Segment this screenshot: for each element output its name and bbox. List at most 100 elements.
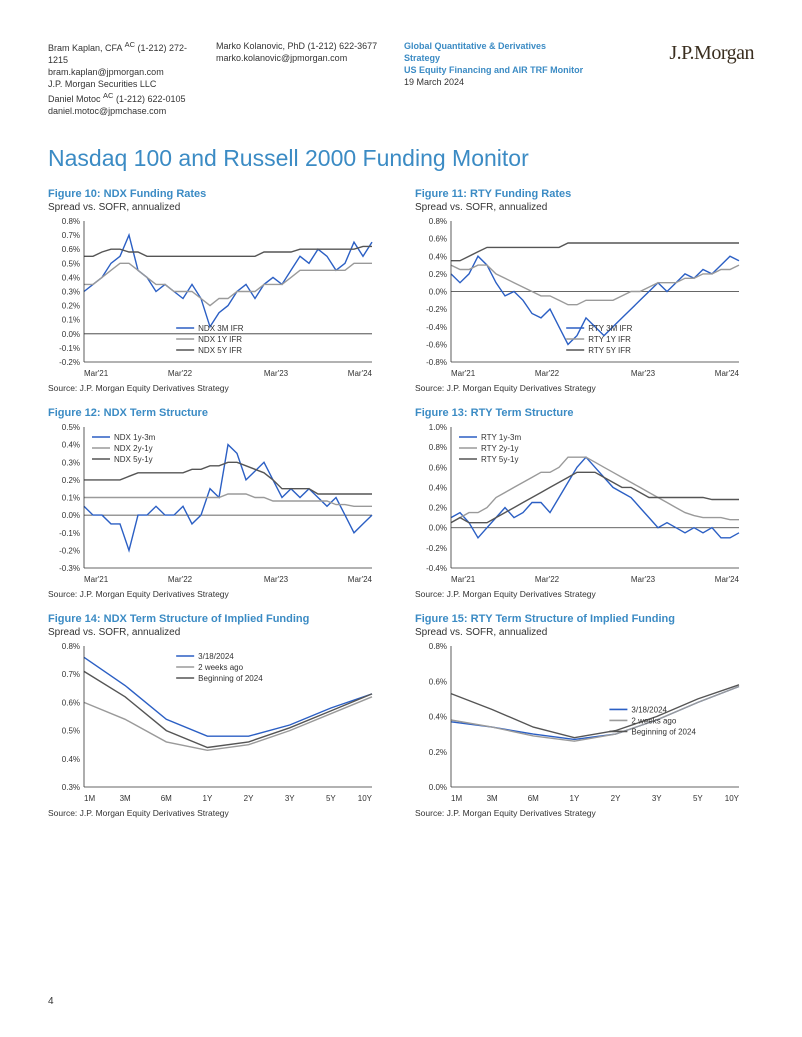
svg-text:0.4%: 0.4% [62,273,80,282]
figure-12: Figure 12: NDX Term Structure -0.3%-0.2%… [48,407,387,607]
jpmorgan-logo: J.P.Morgan [669,40,754,117]
svg-text:0.8%: 0.8% [62,217,80,226]
svg-text:0.1%: 0.1% [62,316,80,325]
svg-text:NDX 5Y IFR: NDX 5Y IFR [198,346,242,355]
svg-text:1M: 1M [451,794,462,803]
svg-text:0.0%: 0.0% [62,511,80,520]
svg-text:0.3%: 0.3% [62,287,80,296]
svg-text:10Y: 10Y [725,794,740,803]
svg-text:0.5%: 0.5% [62,423,80,432]
svg-text:0.2%: 0.2% [62,301,80,310]
svg-text:-0.1%: -0.1% [59,344,80,353]
svg-text:5Y: 5Y [326,794,336,803]
svg-text:RTY 5Y IFR: RTY 5Y IFR [588,346,631,355]
svg-text:Mar'24: Mar'24 [715,369,740,378]
fig-subtitle: Spread vs. SOFR, annualized [415,627,754,638]
svg-text:6M: 6M [528,794,539,803]
svg-text:Mar'23: Mar'23 [264,369,289,378]
fig-source: Source: J.P. Morgan Equity Derivatives S… [415,808,754,818]
svg-text:0.0%: 0.0% [429,287,447,296]
figure-11: Figure 11: RTY Funding Rates Spread vs. … [415,188,754,401]
svg-text:5Y: 5Y [693,794,703,803]
author-sup: AC [103,91,113,100]
svg-text:0.3%: 0.3% [62,783,80,792]
svg-text:0.2%: 0.2% [62,476,80,485]
svg-text:Beginning of 2024: Beginning of 2024 [631,727,696,736]
fig-title: Figure 10: NDX Funding Rates [48,188,387,200]
svg-text:0.1%: 0.1% [62,493,80,502]
svg-text:NDX 5y-1y: NDX 5y-1y [114,455,153,464]
svg-text:NDX 1y-3m: NDX 1y-3m [114,433,156,442]
svg-text:0.8%: 0.8% [429,443,447,452]
svg-text:-0.2%: -0.2% [426,544,447,553]
chart-f10: -0.2% -0.1% 0.0% 0.1% 0.2% 0.3% 0.4% 0.5% 0.6% 0.… [48,215,387,380]
svg-text:6M: 6M [161,794,172,803]
svg-text:2 weeks ago: 2 weeks ago [631,716,676,725]
svg-text:0.8%: 0.8% [429,642,447,651]
svg-text:1Y: 1Y [570,794,580,803]
svg-text:1.0%: 1.0% [429,423,447,432]
svg-text:0.4%: 0.4% [429,483,447,492]
fig-source: Source: J.P. Morgan Equity Derivatives S… [48,383,387,393]
svg-text:0.6%: 0.6% [429,677,447,686]
svg-text:0.4%: 0.4% [429,252,447,261]
figure-13: Figure 13: RTY Term Structure -0.4%-0.2%… [415,407,754,607]
author-email: marko.kolanovic@jpmorgan.com [216,52,386,64]
svg-text:0.4%: 0.4% [62,755,80,764]
author-phone: (1-212) 622-0105 [116,94,186,104]
svg-text:-0.1%: -0.1% [59,529,80,538]
fig-subtitle: Spread vs. SOFR, annualized [48,627,387,638]
svg-text:3M: 3M [120,794,131,803]
figure-14: Figure 14: NDX Term Structure of Implied… [48,613,387,826]
section-title: Nasdaq 100 and Russell 2000 Funding Moni… [48,145,754,172]
author-sup: AC [125,40,135,49]
doc-meta: Global Quantitative & Derivatives Strate… [404,40,584,117]
chart-f13: -0.4%-0.2%0.0%0.2%0.4%0.6%0.8%1.0%Mar'21… [415,421,754,586]
svg-text:0.5%: 0.5% [62,726,80,735]
svg-text:Mar'22: Mar'22 [168,575,193,584]
svg-text:Mar'23: Mar'23 [264,575,289,584]
svg-text:0.7%: 0.7% [62,231,80,240]
svg-text:2Y: 2Y [611,794,621,803]
svg-text:0.2%: 0.2% [429,748,447,757]
svg-text:Mar'24: Mar'24 [715,575,740,584]
svg-text:0.6%: 0.6% [62,698,80,707]
svg-text:10Y: 10Y [358,794,373,803]
author-name: Marko Kolanovic, PhD [216,41,305,51]
svg-text:NDX 2y-1y: NDX 2y-1y [114,444,153,453]
page-number: 4 [48,996,54,1007]
svg-text:0.0%: 0.0% [429,524,447,533]
svg-text:Mar'21: Mar'21 [451,575,476,584]
svg-text:3Y: 3Y [285,794,295,803]
author-name: Daniel Motoc [48,94,101,104]
svg-text:0.6%: 0.6% [62,245,80,254]
svg-text:Beginning of 2024: Beginning of 2024 [198,674,263,683]
author-block-2: Marko Kolanovic, PhD (1-212) 622-3677 ma… [216,40,386,117]
svg-text:RTY 1y-3m: RTY 1y-3m [481,433,521,442]
fig-title: Figure 11: RTY Funding Rates [415,188,754,200]
chart-f15: 0.0%0.2%0.4%0.6%0.8%1M3M6M1Y2Y3Y5Y10Y3/1… [415,640,754,805]
svg-text:-0.2%: -0.2% [426,305,447,314]
svg-text:RTY 2y-1y: RTY 2y-1y [481,444,519,453]
svg-text:2Y: 2Y [244,794,254,803]
fig-source: Source: J.P. Morgan Equity Derivatives S… [48,589,387,599]
svg-text:0.3%: 0.3% [62,458,80,467]
svg-text:0.8%: 0.8% [62,642,80,651]
svg-text:-0.2%: -0.2% [59,358,80,367]
svg-text:1M: 1M [84,794,95,803]
svg-text:3/18/2024: 3/18/2024 [631,705,667,714]
svg-text:1Y: 1Y [203,794,213,803]
doc-date: 19 March 2024 [404,76,584,88]
svg-text:0.0%: 0.0% [62,330,80,339]
author-block-1: Bram Kaplan, CFA AC (1-212) 272-1215 bra… [48,40,198,117]
svg-text:3M: 3M [487,794,498,803]
svg-text:-0.4%: -0.4% [426,323,447,332]
fig-source: Source: J.P. Morgan Equity Derivatives S… [415,589,754,599]
svg-text:-0.4%: -0.4% [426,564,447,573]
svg-text:0.8%: 0.8% [429,217,447,226]
svg-text:0.5%: 0.5% [62,259,80,268]
chart-grid: Figure 10: NDX Funding Rates Spread vs. … [48,188,754,826]
svg-text:0.0%: 0.0% [429,783,447,792]
svg-text:Mar'21: Mar'21 [84,575,109,584]
fig-title: Figure 14: NDX Term Structure of Implied… [48,613,387,625]
